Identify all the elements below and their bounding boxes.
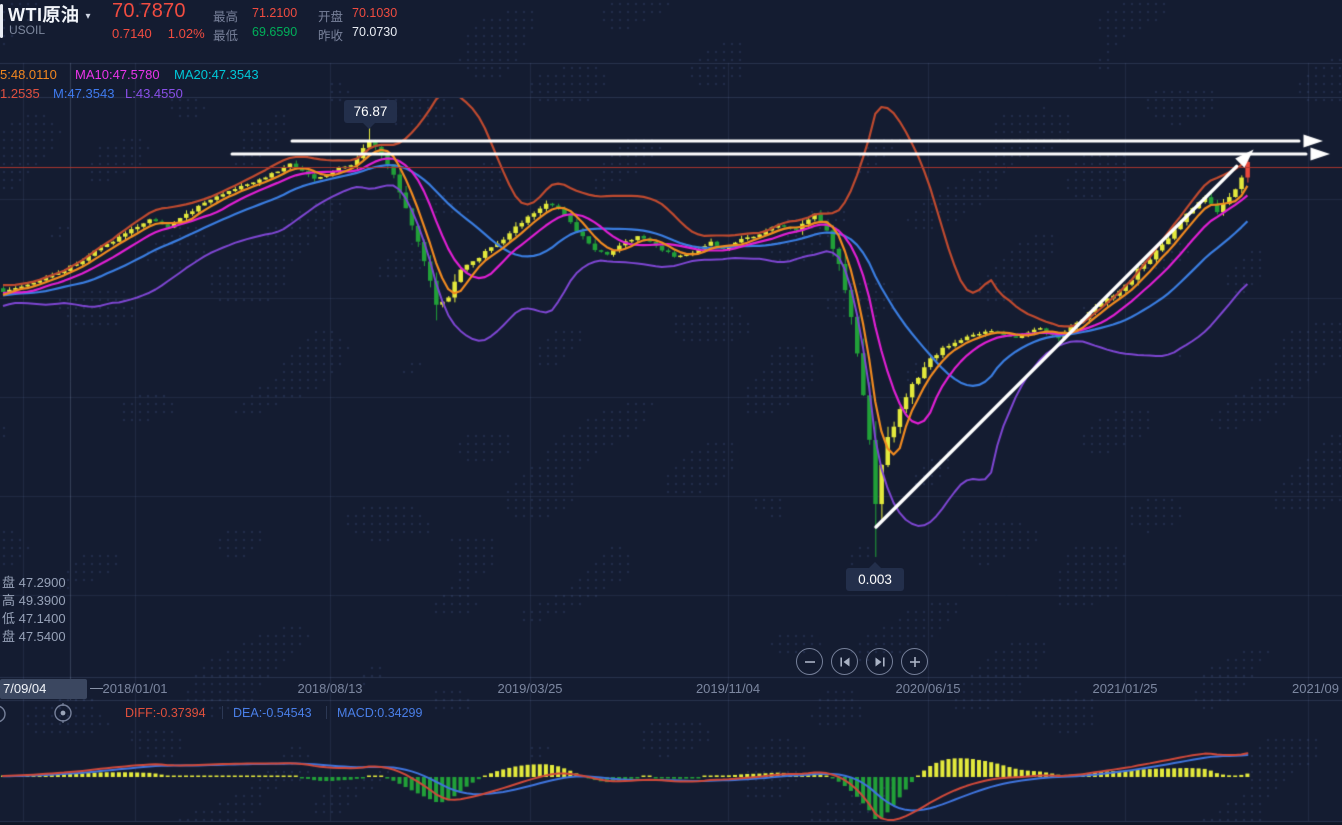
- axis-tick-2018-01: 2018/01/01: [102, 681, 168, 696]
- stat-low-value: 69.6590: [252, 25, 298, 39]
- price-change: 0.7140 1.02%: [112, 26, 221, 41]
- partial-indicator-icon[interactable]: [0, 703, 10, 725]
- tooltip-pointer-down: [362, 122, 376, 136]
- high-price-tooltip: 76.87: [344, 100, 397, 129]
- zoom-out-button[interactable]: [796, 648, 823, 675]
- legend-boll-upper: 1.2535: [0, 86, 40, 101]
- stat-open-value: 70.1030: [352, 6, 398, 20]
- legend-boll-mid: M:47.3543: [53, 86, 115, 101]
- stat-prevclose-value: 70.0730: [352, 25, 398, 39]
- skip-forward-icon: [875, 657, 885, 666]
- chevron-down-icon: ▾: [85, 11, 92, 22]
- axis-tick-2019-03: 2019/03/25: [497, 681, 563, 696]
- stat-high-value: 71.2100: [252, 6, 298, 20]
- last-price: 70.7870: [112, 0, 186, 22]
- change-percent: 1.02%: [167, 26, 205, 41]
- tooltip-pointer-up: [868, 555, 882, 569]
- stat-prevclose-label: 昨收: [318, 29, 344, 43]
- symbol-name: WTI原油: [8, 5, 80, 25]
- legend-boll-lower: L:43.4550: [125, 86, 183, 101]
- macd-dea-value: DEA:-0.54543: [233, 706, 312, 720]
- high-price-label: 76.87: [353, 104, 388, 119]
- stat-open-label: 开盘: [318, 10, 344, 24]
- axis-tick-2021-01: 2021/01/25: [1092, 681, 1158, 696]
- axis-start-date[interactable]: 7/09/04: [0, 679, 87, 699]
- skip-back-button[interactable]: [831, 648, 858, 675]
- info-high: 高 49.3900: [2, 593, 66, 608]
- axis-start-dash: —: [90, 680, 103, 695]
- macd-diff-value: DIFF:-0.37394: [125, 706, 206, 720]
- window-edge-accent: [0, 4, 3, 38]
- axis-tick-2020-06: 2020/06/15: [895, 681, 961, 696]
- legend-ma10: MA10:47.5780: [75, 67, 160, 82]
- info-close: 盘 47.5400: [2, 629, 66, 644]
- minus-icon: [804, 660, 815, 663]
- low-price-tooltip: 0.003: [846, 562, 904, 591]
- zoom-in-button[interactable]: [901, 648, 928, 675]
- info-low: 低 47.1400: [2, 611, 66, 626]
- symbol-selector[interactable]: WTI原油 ▾: [8, 1, 91, 27]
- macd-macd-value: MACD:0.34299: [337, 706, 423, 720]
- legend-ma20: MA20:47.3543: [174, 67, 259, 82]
- plus-icon: [909, 656, 920, 667]
- skip-back-icon: [839, 657, 849, 666]
- axis-tick-2019-11: 2019/11/04: [695, 681, 761, 696]
- skip-forward-button[interactable]: [866, 648, 893, 675]
- stat-low-label: 最低: [213, 29, 239, 43]
- divider: [326, 706, 327, 719]
- legend-ma5: 5:48.0110: [0, 67, 57, 82]
- change-value: 0.7140: [112, 26, 152, 41]
- symbol-code: USOIL: [9, 23, 46, 37]
- divider: [222, 706, 223, 719]
- info-open: 盘 47.2900: [2, 575, 66, 590]
- axis-tick-2021-09: 2021/09: [1292, 681, 1339, 696]
- indicator-settings-icon[interactable]: [52, 702, 74, 724]
- low-price-label: 0.003: [858, 572, 892, 587]
- stat-high-label: 最高: [213, 10, 239, 24]
- axis-tick-2018-08: 2018/08/13: [297, 681, 363, 696]
